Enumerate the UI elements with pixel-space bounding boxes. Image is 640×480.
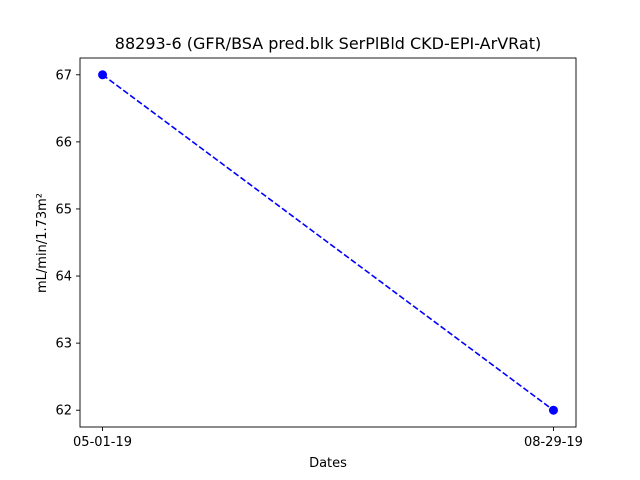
y-axis-label: mL/min/1.73m² bbox=[35, 193, 50, 293]
y-tick-label: 62 bbox=[55, 404, 72, 419]
y-tick-label: 63 bbox=[55, 337, 72, 352]
x-tick-label: 05-01-19 bbox=[73, 435, 132, 450]
series-line bbox=[102, 74, 554, 411]
chart-title: 88293-6 (GFR/BSA pred.blk SerPlBld CKD-E… bbox=[115, 34, 541, 53]
plot-area: 62 63 64 65 66 67 05-01-19 08-29-19 bbox=[55, 57, 583, 450]
x-axis-label: Dates bbox=[309, 456, 347, 471]
data-point bbox=[548, 405, 558, 415]
x-tick-label: 08-29-19 bbox=[524, 435, 583, 450]
axes-frame bbox=[79, 57, 577, 428]
y-tick-label: 66 bbox=[55, 135, 72, 150]
y-tick-label: 67 bbox=[55, 68, 72, 83]
data-point bbox=[98, 70, 108, 80]
y-tick-label: 64 bbox=[55, 270, 72, 285]
y-tick-label: 65 bbox=[55, 202, 72, 217]
